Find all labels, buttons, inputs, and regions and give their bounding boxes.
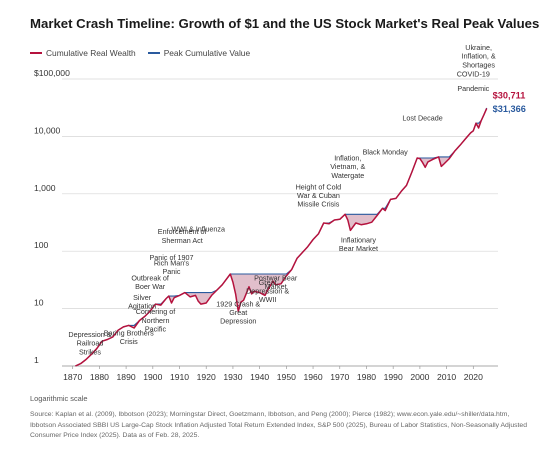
x-tick-label: 1940 xyxy=(250,372,269,382)
x-tick-label: 1880 xyxy=(90,372,109,382)
x-tick-label: 2010 xyxy=(437,372,456,382)
x-tick-label: 1990 xyxy=(384,372,403,382)
x-tick-label: 2000 xyxy=(410,372,429,382)
legend-label-real-wealth: Cumulative Real Wealth xyxy=(46,48,136,58)
x-tick-label: 1910 xyxy=(170,372,189,382)
y-tick-label: 1 xyxy=(34,355,39,365)
y-tick-label: 10,000 xyxy=(34,125,61,135)
x-tick-label: 1930 xyxy=(223,372,242,382)
annotation-label: Inflationary Bear Market xyxy=(339,236,378,254)
annotation-label: 1929 Crash & Great Depression xyxy=(216,299,260,325)
x-tick-label: 1900 xyxy=(143,372,162,382)
y-tick-label: 100 xyxy=(34,240,49,250)
annotation-label: Black Monday xyxy=(363,148,409,157)
x-tick-label: 1970 xyxy=(330,372,349,382)
y-tick-label: 1,000 xyxy=(34,183,56,193)
annotation-label: Depression & Railroad Strikes xyxy=(68,330,111,356)
drawdown-shading xyxy=(75,107,487,367)
annotation-label: Pandemic xyxy=(457,84,489,93)
source-note: Source: Kaplan et al. (2009), Ibbotson (… xyxy=(30,411,527,440)
annotation-label: Ukraine, Inflation, & Shortages xyxy=(462,43,496,69)
legend-label-peak-value: Peak Cumulative Value xyxy=(163,48,251,58)
x-tick-label: 1870 xyxy=(63,372,82,382)
annotation-label: COVID-19 xyxy=(457,70,490,79)
series-line-real-wealth xyxy=(75,108,488,367)
y-tick-label: $100,000 xyxy=(34,68,70,78)
x-tick-label: 2020 xyxy=(464,372,483,382)
annotation-label: Panic of 1907 xyxy=(150,253,194,262)
annotation-label: Lost Decade xyxy=(402,113,442,122)
annotation-label: Cornering of Northern Pacific xyxy=(136,307,176,333)
axis-note: Logarithmic scale xyxy=(30,394,88,403)
end-label-real-wealth: $30,711 xyxy=(493,90,526,100)
x-tick-label: 1950 xyxy=(277,372,296,382)
x-tick-label: 1920 xyxy=(197,372,216,382)
y-tick-label: 10 xyxy=(34,298,44,308)
x-tick-label: 1890 xyxy=(117,372,136,382)
legend-swatch-real-wealth xyxy=(30,52,42,54)
legend-item-real-wealth: Cumulative Real Wealth xyxy=(30,48,136,58)
legend-item-peak-value: Peak Cumulative Value xyxy=(147,48,251,58)
x-tick-label: 1960 xyxy=(303,372,322,382)
annotation-label: Postwar Bear Market xyxy=(254,273,298,291)
chart-legend: Cumulative Real Wealth Peak Cumulative V… xyxy=(30,48,250,58)
annotation-label: Inflation, Vietnam, & Watergate xyxy=(330,154,365,180)
annotation-label: Height of Cold War & Cuban Missile Crisis xyxy=(296,182,342,208)
x-tick-label: 1980 xyxy=(357,372,376,382)
annotation-label: Baring Brothers Crisis xyxy=(104,329,154,347)
chart-title: Market Crash Timeline: Growth of $1 and … xyxy=(30,16,540,31)
annotation-label: Great Depression & WWII xyxy=(246,278,289,304)
annotation-label: Rich Man's Panic xyxy=(154,258,190,276)
series-line-peak-value xyxy=(75,107,488,367)
annotation-label: Enforcement of Sherman Act xyxy=(158,227,207,245)
legend-swatch-peak-value xyxy=(147,52,160,54)
annotation-label: WWI & Influenza xyxy=(171,225,225,234)
annotation-label: Outbreak of Boer War xyxy=(131,273,169,291)
annotation-label: Silver Agitation xyxy=(128,293,156,311)
end-label-peak-value: $31,366 xyxy=(493,104,526,114)
